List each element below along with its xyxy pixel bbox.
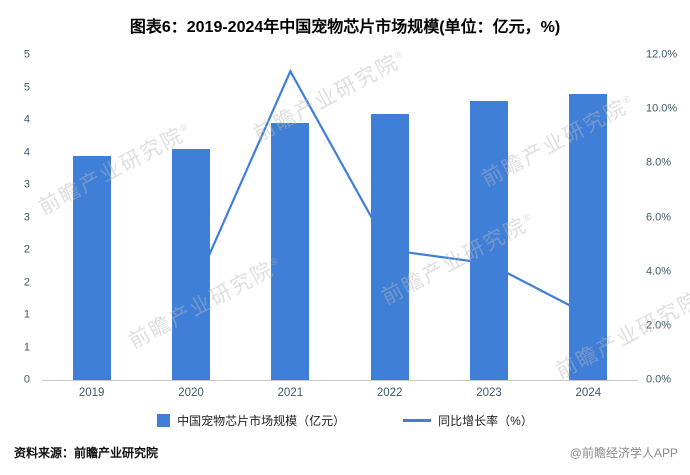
left-axis-tick: 3 <box>23 178 30 191</box>
credit-note: @前瞻经济学人APP <box>569 446 678 460</box>
bar-2021 <box>271 123 310 380</box>
left-axis-tick: 4 <box>23 146 30 158</box>
x-axis-line <box>42 380 638 381</box>
bar-2020 <box>172 149 210 380</box>
bar-2022 <box>370 113 409 380</box>
watermark-reg-icon: ® <box>393 47 407 63</box>
right-axis-tick: 10.0% <box>646 102 678 115</box>
legend-bar-label: 中国宠物芯片市场规模（亿元） <box>177 414 346 428</box>
source-note: 资料来源：前瞻产业研究院 <box>14 446 159 460</box>
watermark-reg-icon: ® <box>178 120 192 136</box>
left-axis-tick: 1 <box>23 308 30 321</box>
right-axis-tick: 12.0% <box>646 48 678 61</box>
legend-item-growth-rate: 同比增长率（%） <box>403 412 533 429</box>
bar-2024 <box>569 94 608 380</box>
legend-bar-swatch <box>157 414 171 427</box>
right-axis-tick: 2.0% <box>646 319 672 332</box>
watermark-reg-icon: ® <box>621 92 635 108</box>
left-axis-tick: 5 <box>23 81 30 93</box>
right-axis-tick: 0.0% <box>646 373 672 386</box>
legend-item-market-size: 中国宠物芯片市场规模（亿元） <box>157 412 345 429</box>
left-axis-tick: 4 <box>23 113 30 126</box>
legend-line-swatch <box>403 419 432 422</box>
x-axis-label: 2019 <box>78 387 105 399</box>
left-axis-tick: 5 <box>23 48 30 61</box>
x-axis-label: 2022 <box>376 387 403 399</box>
left-axis-tick: 2 <box>23 276 30 288</box>
chart-title: 图表6：2019-2024年中国宠物芯片市场规模(单位：亿元，%) <box>129 19 561 36</box>
x-axis-label: 2020 <box>178 387 204 399</box>
left-axis-tick: 2 <box>23 243 30 256</box>
x-axis-label: 2023 <box>476 387 502 399</box>
x-axis-label: 2021 <box>277 387 304 399</box>
right-axis-tick: 4.0% <box>646 265 672 278</box>
left-axis-tick: 1 <box>23 341 30 353</box>
bar-2019 <box>72 155 111 380</box>
legend: 中国宠物芯片市场规模（亿元） 同比增长率（%） <box>0 412 690 429</box>
left-axis-tick: 3 <box>23 211 30 223</box>
x-axis-label: 2024 <box>575 387 602 399</box>
legend-line-label: 同比增长率（%） <box>438 414 533 428</box>
bar-2023 <box>470 100 508 380</box>
right-axis-tick: 8.0% <box>646 156 672 169</box>
watermark-reg-icon: ® <box>521 210 535 226</box>
left-axis-tick: 0 <box>23 373 30 386</box>
watermark-text: 前瞻产业研究院 <box>35 123 189 220</box>
right-axis-tick: 6.0% <box>646 211 672 223</box>
